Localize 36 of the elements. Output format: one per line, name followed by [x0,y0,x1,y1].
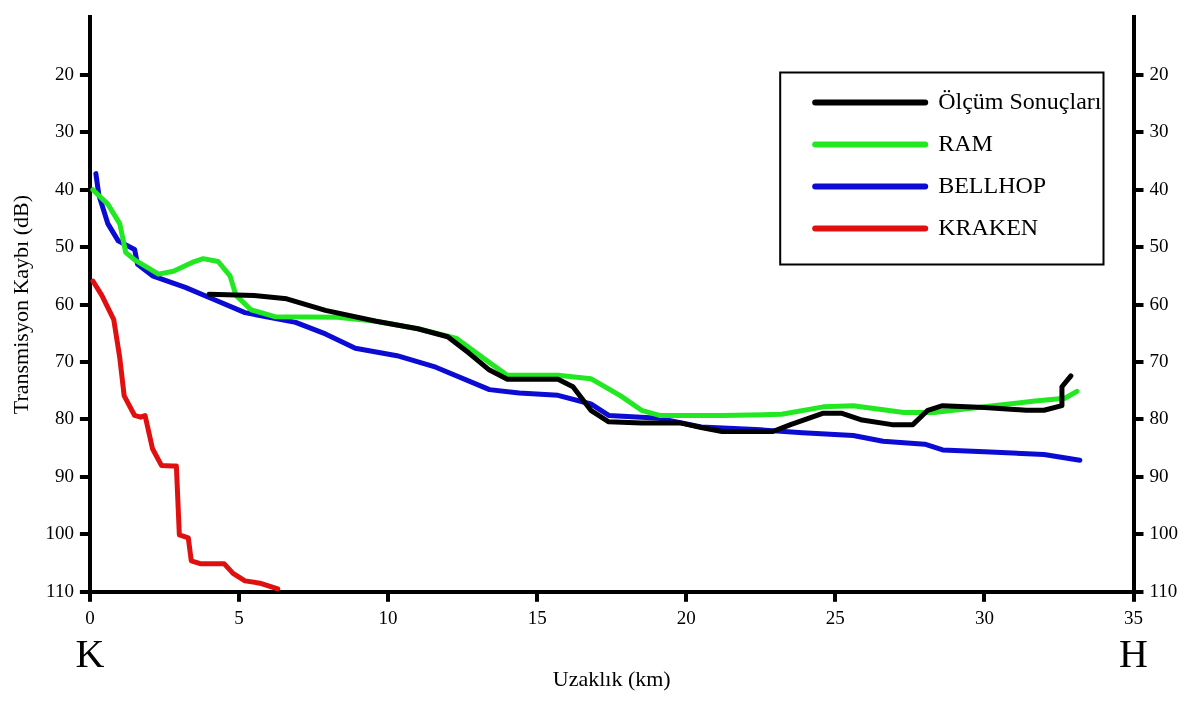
y2-tick-label: 100 [1149,522,1178,544]
y2-tick-label: 20 [1149,62,1169,84]
x-axis-title: Uzaklık (km) [552,665,671,691]
legend-label: Ölçüm Sonuçları [938,87,1102,114]
y2-tick-label: 110 [1149,579,1178,601]
y-tick-label: 70 [54,350,74,372]
x-tick-label: 10 [378,607,398,629]
y-tick-label: 110 [46,579,74,601]
legend-label: KRAKEN [938,213,1039,240]
y-tick-label: 20 [54,62,74,84]
x-tick-label: 15 [527,607,547,629]
x-tick-label: 25 [825,607,845,629]
y2-tick-label: 30 [1149,120,1169,142]
y2-tick-label: 60 [1149,292,1169,314]
y2-tick-label: 80 [1149,407,1169,429]
legend-label: RAM [938,129,993,156]
y2-tick-label: 50 [1149,235,1169,257]
x-tick-label: 30 [974,607,994,629]
x-tick-label: 5 [234,607,244,629]
x-tick-label: 35 [1124,607,1143,629]
y-tick-label: 40 [54,177,74,199]
legend-label: BELLHOP [938,171,1047,198]
y-tick-label: 80 [54,407,74,429]
y-tick-label: 100 [45,522,74,544]
y-tick-label: 50 [54,235,74,257]
x-tick-label: 0 [85,607,95,629]
y2-tick-label: 70 [1149,350,1169,372]
x-tick-label: 20 [676,607,696,629]
y-tick-label: 90 [54,464,74,486]
y-tick-label: 60 [54,292,74,314]
y2-tick-label: 90 [1149,464,1169,486]
y-axis-title: Transmisyon Kaybı (dB) [7,195,33,415]
y2-tick-label: 40 [1149,177,1169,199]
y-tick-label: 30 [54,120,74,142]
text: H [1119,630,1148,676]
text: K [75,630,105,676]
